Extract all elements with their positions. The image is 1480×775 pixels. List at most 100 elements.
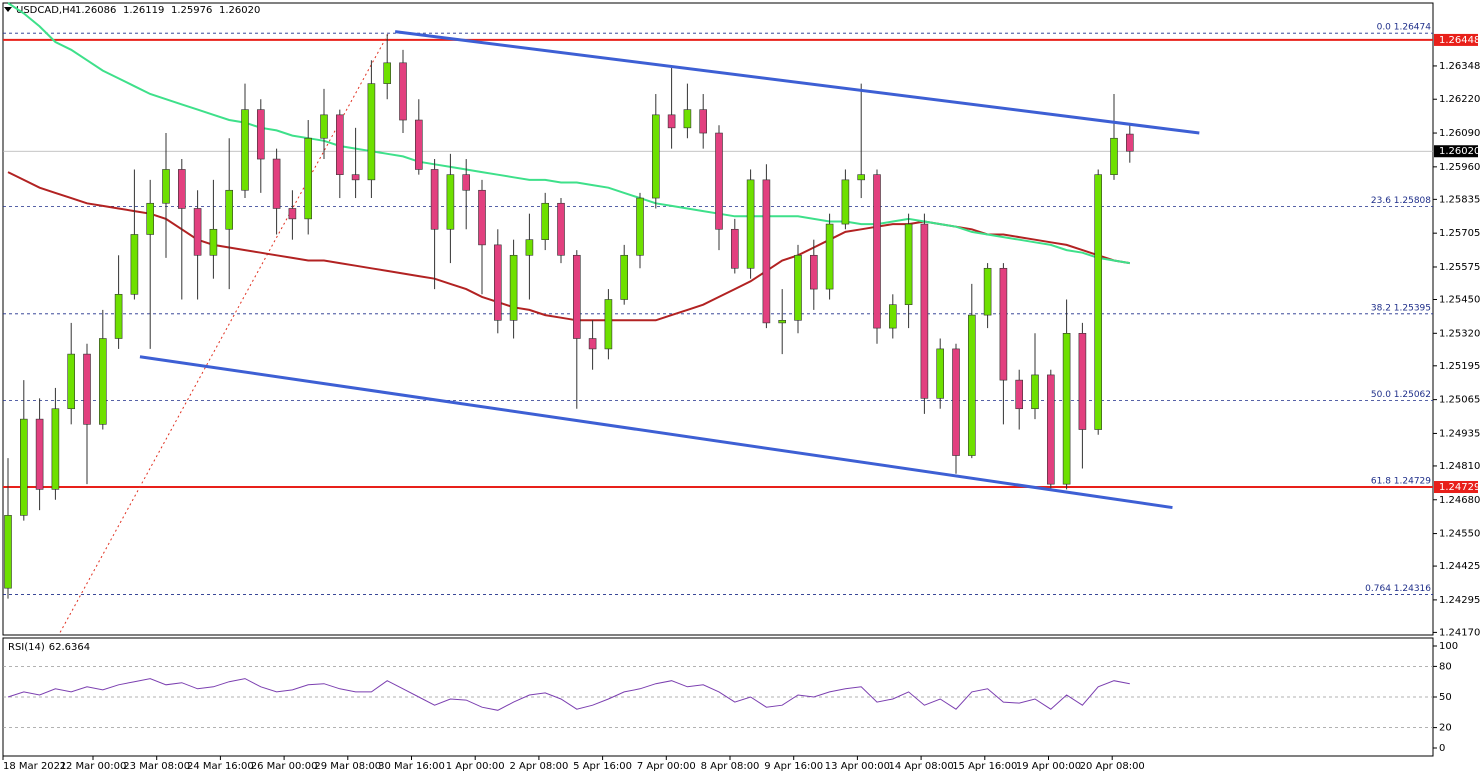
candle-body bbox=[999, 267, 1008, 381]
candle-body bbox=[841, 179, 850, 225]
y-tick-label: 1.24680 bbox=[1439, 495, 1480, 506]
level-box bbox=[1434, 481, 1478, 494]
candle-body bbox=[209, 228, 218, 256]
candle-body bbox=[920, 223, 929, 399]
candle-body bbox=[1126, 133, 1134, 152]
level-label: 1.26448 bbox=[1439, 35, 1480, 46]
candle-body bbox=[1110, 137, 1118, 175]
rsi-tick-label: 80 bbox=[1439, 661, 1452, 672]
candle-body bbox=[904, 223, 913, 305]
candle-body bbox=[636, 197, 644, 256]
candle-body bbox=[320, 114, 328, 139]
candle-body bbox=[651, 114, 660, 199]
candle-body bbox=[478, 189, 486, 246]
x-tick-label: 23 Mar 08:00 bbox=[123, 761, 190, 772]
x-tick-label: 7 Apr 00:00 bbox=[637, 761, 696, 772]
y-tick-label: 1.25835 bbox=[1439, 194, 1480, 205]
x-tick-label: 8 Apr 08:00 bbox=[701, 761, 760, 772]
x-tick-label: 2 Apr 08:00 bbox=[509, 761, 568, 772]
candle-body bbox=[367, 83, 376, 181]
candle-body bbox=[888, 304, 897, 329]
rsi-tick-label: 100 bbox=[1439, 641, 1458, 652]
x-tick-label: 9 Apr 16:00 bbox=[764, 761, 823, 772]
y-tick-label: 1.24550 bbox=[1439, 529, 1480, 540]
candle-body bbox=[967, 314, 976, 456]
candle-body bbox=[936, 348, 945, 399]
y-tick-label: 1.25705 bbox=[1439, 228, 1480, 239]
quote-value: 1.26086 bbox=[75, 5, 116, 16]
candle-body bbox=[130, 234, 139, 295]
candle-body bbox=[430, 169, 439, 230]
y-tick-label: 1.26220 bbox=[1439, 94, 1480, 105]
candle-body bbox=[193, 208, 202, 256]
candle-body bbox=[667, 114, 676, 129]
candle-body bbox=[557, 202, 565, 256]
candle-body bbox=[525, 239, 534, 256]
candle-body bbox=[178, 169, 186, 209]
y-tick-label: 1.24810 bbox=[1439, 461, 1480, 472]
current-price-box bbox=[1434, 145, 1478, 158]
symbol: USDCAD,H4 bbox=[16, 5, 76, 16]
candle-body bbox=[983, 267, 992, 316]
level-label: 1.24729 bbox=[1439, 482, 1480, 493]
candle-body bbox=[778, 320, 787, 324]
candle-body bbox=[1031, 374, 1039, 410]
candle-body bbox=[383, 62, 392, 84]
x-tick-label: 19 Apr 00:00 bbox=[1016, 761, 1081, 772]
x-tick-label: 18 Mar 2021 bbox=[3, 761, 66, 772]
candle-body bbox=[335, 114, 344, 175]
candle-body bbox=[1062, 333, 1071, 485]
candle-body bbox=[225, 189, 233, 230]
fib-label: 0.764 1.24316 bbox=[1365, 584, 1431, 594]
candle-body bbox=[462, 174, 471, 191]
candle-body bbox=[67, 353, 75, 410]
rsi-tick-label: 0 bbox=[1439, 743, 1445, 754]
fib-label: 50.0 1.25062 bbox=[1371, 390, 1431, 400]
quote-value: 1.25976 bbox=[171, 5, 212, 16]
x-tick-label: 26 Mar 00:00 bbox=[251, 761, 318, 772]
candle-body bbox=[1078, 333, 1087, 430]
candle-body bbox=[4, 515, 12, 589]
fib-label: 38.2 1.25395 bbox=[1371, 303, 1431, 313]
moving-average bbox=[7, 171, 1130, 322]
candle-body bbox=[825, 223, 834, 290]
x-tick-label: 13 Apr 00:00 bbox=[825, 761, 890, 772]
candle-body bbox=[952, 348, 960, 456]
x-tick-label: 29 Mar 08:00 bbox=[314, 761, 381, 772]
candle-body bbox=[35, 418, 44, 490]
rsi-line bbox=[7, 678, 1130, 711]
y-tick-label: 1.25450 bbox=[1439, 294, 1480, 305]
y-tick-label: 1.24170 bbox=[1439, 627, 1480, 638]
x-tick-label: 1 Apr 00:00 bbox=[446, 761, 505, 772]
rsi-title: RSI(14) 62.6364 bbox=[8, 642, 90, 653]
candle-body bbox=[794, 254, 802, 321]
candle-body bbox=[1015, 379, 1024, 410]
y-tick-label: 1.25320 bbox=[1439, 328, 1480, 339]
candle-body bbox=[83, 353, 91, 425]
x-tick-label: 5 Apr 16:00 bbox=[573, 761, 632, 772]
candle-body bbox=[493, 244, 502, 321]
candle-body bbox=[683, 109, 692, 129]
candle-body bbox=[351, 174, 360, 181]
candle-body bbox=[114, 293, 123, 339]
y-tick-label: 1.25960 bbox=[1439, 162, 1480, 173]
x-tick-label: 14 Apr 08:00 bbox=[888, 761, 953, 772]
candle-body bbox=[414, 119, 423, 170]
candle-body bbox=[541, 202, 550, 240]
rsi-name: RSI(14) bbox=[8, 642, 45, 653]
moving-average bbox=[7, 2, 1130, 265]
candle-body bbox=[509, 254, 518, 321]
y-tick-label: 1.25195 bbox=[1439, 361, 1480, 372]
fib-diagonal bbox=[59, 33, 389, 633]
candle-body bbox=[241, 109, 249, 191]
quote-value: 1.26020 bbox=[219, 5, 260, 16]
candle-body bbox=[1094, 174, 1102, 430]
fib-label: 0.0 1.26474 bbox=[1377, 23, 1432, 33]
x-tick-label: 30 Mar 16:00 bbox=[378, 761, 445, 772]
candle-body bbox=[873, 174, 881, 329]
candle-body bbox=[19, 418, 28, 516]
y-tick-label: 1.25575 bbox=[1439, 262, 1480, 273]
candle-body bbox=[588, 338, 597, 350]
current-price-label: 1.26020 bbox=[1439, 146, 1480, 157]
candle-body bbox=[146, 202, 154, 235]
